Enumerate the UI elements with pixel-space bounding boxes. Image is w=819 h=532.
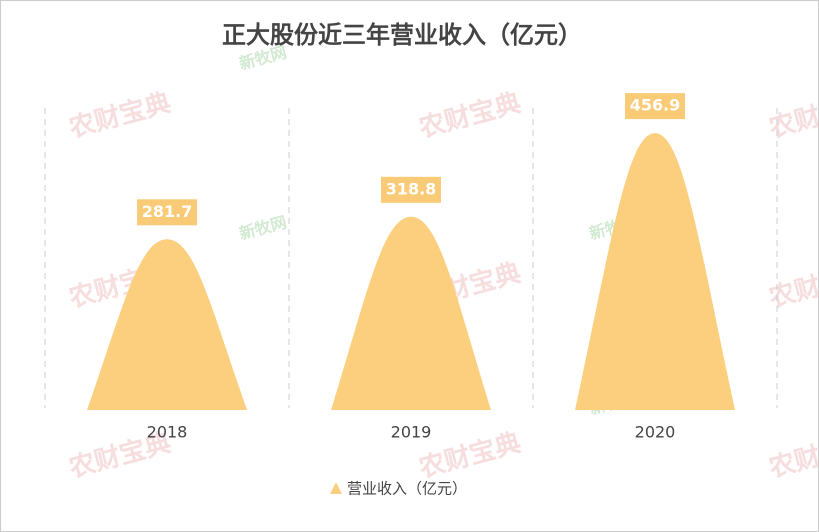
value-label: 318.8 <box>386 179 437 198</box>
value-label: 281.7 <box>142 202 193 221</box>
legend-label: 营业收入（亿元） <box>347 480 467 498</box>
legend-marker <box>330 482 342 494</box>
value-label-box <box>137 199 197 226</box>
mountain <box>87 239 247 410</box>
mountain <box>331 216 491 410</box>
x-tick-label: 2019 <box>391 423 432 442</box>
value-label-box <box>625 93 685 120</box>
mountain <box>575 133 735 411</box>
value-label: 456.9 <box>630 96 681 115</box>
chart-title: 正大股份近三年营业收入（亿元） <box>222 21 582 49</box>
value-label-box <box>381 176 441 203</box>
x-tick-label: 2020 <box>635 423 676 442</box>
x-tick-label: 2018 <box>147 423 188 442</box>
